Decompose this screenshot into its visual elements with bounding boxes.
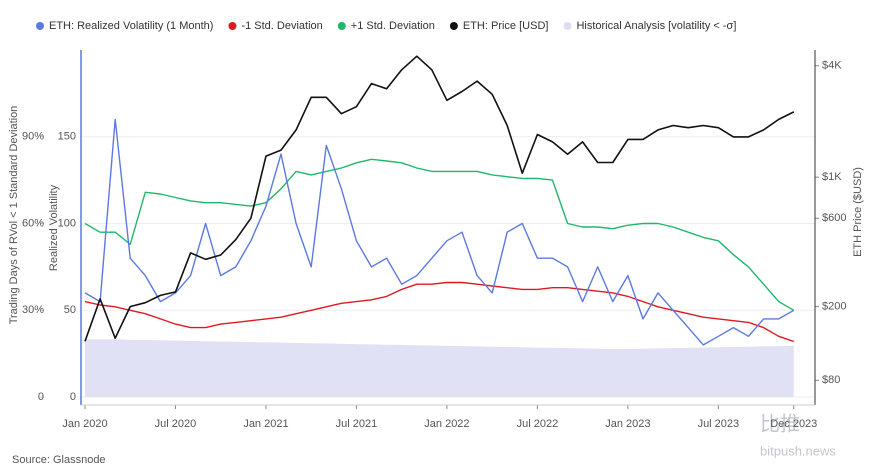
y2-tick-label: $4K <box>822 60 842 72</box>
watermark: bitpush.news <box>760 443 836 458</box>
legend-label: ETH: Price [USD] <box>463 20 549 32</box>
y2-tick-label: $200 <box>822 301 846 313</box>
legend-marker <box>228 22 237 30</box>
y-tick-label: 50 <box>64 304 76 316</box>
series-line <box>84 118 795 346</box>
y-tick-label: 100 <box>58 217 76 229</box>
y3-tick-label: 0 <box>38 391 44 403</box>
y-tick-label: 150 <box>58 131 76 143</box>
y-axis-title: Realized Volatility <box>48 184 60 271</box>
y2-tick-label: $1K <box>822 171 842 183</box>
y3-tick-label: 90% <box>22 131 44 143</box>
legend-label: ETH: Realized Volatility (1 Month) <box>49 20 213 32</box>
y2-tick-label: $80 <box>822 374 840 386</box>
y-tick-label: 0 <box>70 391 76 403</box>
legend-marker <box>36 22 44 30</box>
legend-label: +1 Std. Deviation <box>351 20 435 32</box>
series-line <box>84 55 795 342</box>
legend-marker <box>337 22 346 30</box>
y2-tick-label: $600 <box>822 212 846 224</box>
historical-area <box>85 339 794 397</box>
legend-label: -1 Std. Deviation <box>241 20 322 32</box>
x-tick-label: Jul 2021 <box>336 418 378 430</box>
legend-marker <box>449 22 458 30</box>
legend-label: Historical Analysis [volatility < -σ] <box>576 20 736 32</box>
x-tick-label: Jul 2020 <box>155 418 197 430</box>
y3-tick-label: 30% <box>22 304 44 316</box>
x-tick-label: Jul 2022 <box>517 418 559 430</box>
x-tick-label: Dec 2023 <box>770 418 817 430</box>
x-tick-label: Jan 2023 <box>605 418 650 430</box>
source: Source: Glassnode <box>12 454 106 466</box>
legend-marker <box>563 22 572 30</box>
x-tick-label: Jan 2021 <box>243 418 288 430</box>
series-line <box>84 158 795 311</box>
series-line <box>84 281 795 343</box>
watermark: 比推 <box>760 412 800 435</box>
x-tick-label: Jan 2022 <box>424 418 469 430</box>
y3-tick-label: 60% <box>22 217 44 229</box>
y3-axis-title: Trading Days of RVol < 1 Standard Deviat… <box>8 106 20 325</box>
y2-axis-title: ETH Price ($USD) <box>852 167 864 257</box>
x-tick-label: Jan 2020 <box>62 418 107 430</box>
x-tick-label: Jul 2023 <box>698 418 740 430</box>
